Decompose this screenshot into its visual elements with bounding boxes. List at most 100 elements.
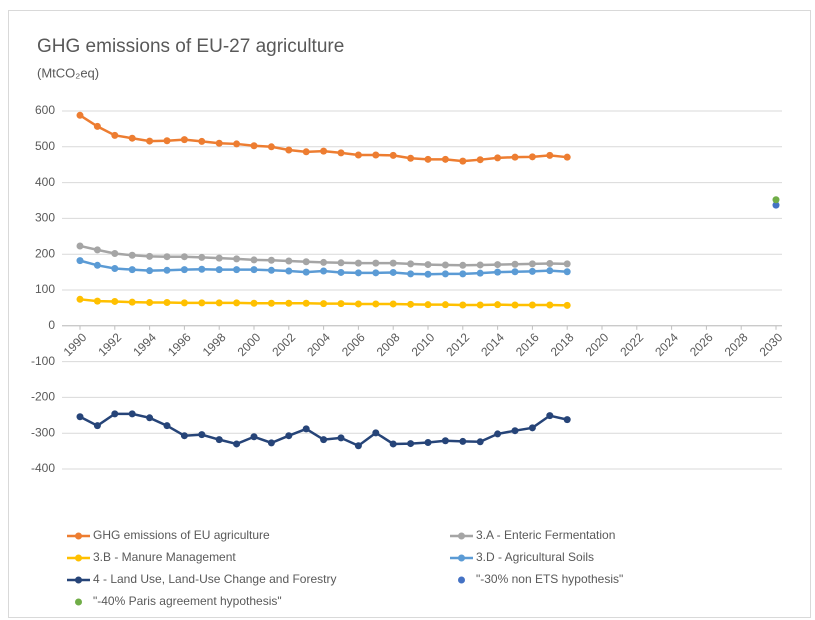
point — [424, 270, 432, 278]
chart-title: GHG emissions of EU-27 agriculture — [37, 36, 344, 57]
point — [250, 256, 258, 264]
point — [198, 299, 206, 307]
point — [528, 424, 536, 432]
point — [546, 412, 554, 420]
point — [285, 267, 293, 275]
point — [215, 436, 223, 444]
point — [76, 295, 84, 303]
point — [267, 256, 275, 264]
point — [354, 259, 362, 267]
y-tick-label: 400 — [35, 175, 55, 189]
point — [459, 270, 467, 278]
point — [250, 433, 258, 441]
point — [389, 151, 397, 159]
point — [372, 429, 380, 437]
y-tick-label: -200 — [31, 390, 55, 404]
point — [320, 147, 328, 155]
point — [233, 440, 241, 448]
point — [146, 414, 154, 422]
point — [163, 266, 171, 274]
point — [372, 269, 380, 277]
legend-label: 4 - Land Use, Land-Use Change and Forest… — [93, 572, 336, 586]
legend-marker — [458, 554, 465, 562]
point — [494, 430, 502, 438]
point — [302, 425, 310, 433]
point — [494, 154, 502, 162]
point — [146, 137, 154, 145]
point — [441, 261, 449, 269]
y-tick-label: -300 — [31, 425, 55, 439]
legend-label: 3.D - Agricultural Soils — [476, 550, 594, 564]
point — [250, 266, 258, 274]
point — [250, 142, 258, 150]
chart-frame — [8, 10, 811, 618]
point — [128, 298, 136, 306]
point — [563, 153, 571, 161]
point — [302, 268, 310, 276]
point — [302, 148, 310, 156]
point — [302, 299, 310, 307]
point — [76, 111, 84, 119]
point — [128, 410, 136, 418]
point — [511, 427, 519, 435]
point — [389, 300, 397, 308]
point — [546, 301, 554, 309]
point — [528, 153, 536, 161]
point — [476, 156, 484, 164]
point — [459, 157, 467, 165]
point — [528, 267, 536, 275]
point — [337, 434, 345, 442]
point — [215, 139, 223, 147]
point — [407, 440, 415, 448]
point — [233, 266, 241, 274]
point — [511, 268, 519, 276]
point — [563, 260, 571, 268]
y-tick-label: -400 — [31, 461, 55, 475]
point — [285, 146, 293, 154]
point — [441, 437, 449, 445]
point — [128, 266, 136, 274]
point — [180, 253, 188, 261]
point — [476, 269, 484, 277]
point — [111, 297, 119, 305]
legend-label: "-30% non ETS hypothesis" — [476, 572, 623, 586]
point — [76, 242, 84, 250]
point — [511, 153, 519, 161]
point — [163, 137, 171, 145]
point — [476, 261, 484, 269]
point — [198, 265, 206, 273]
point — [180, 432, 188, 440]
y-tick-label: 600 — [35, 103, 55, 117]
y-tick-label: 500 — [35, 139, 55, 153]
point — [459, 301, 467, 309]
chart-subtitle: (MtCO₂eq) — [37, 65, 99, 80]
point — [163, 422, 171, 430]
point — [198, 137, 206, 145]
point — [233, 299, 241, 307]
point — [528, 260, 536, 268]
point — [320, 436, 328, 444]
point — [285, 299, 293, 307]
point — [337, 149, 345, 157]
point — [354, 151, 362, 159]
point — [320, 267, 328, 275]
point — [407, 270, 415, 278]
point — [441, 301, 449, 309]
point — [511, 301, 519, 309]
point — [337, 259, 345, 267]
y-tick-label: 200 — [35, 246, 55, 260]
y-tick-label: -100 — [31, 354, 55, 368]
legend-marker — [75, 598, 82, 606]
point — [267, 439, 275, 447]
point — [424, 261, 432, 269]
point — [424, 439, 432, 447]
point — [93, 246, 101, 254]
point — [372, 151, 380, 159]
point — [441, 270, 449, 278]
point — [354, 442, 362, 450]
point — [180, 299, 188, 307]
point — [111, 265, 119, 273]
point — [146, 267, 154, 275]
point — [267, 299, 275, 307]
